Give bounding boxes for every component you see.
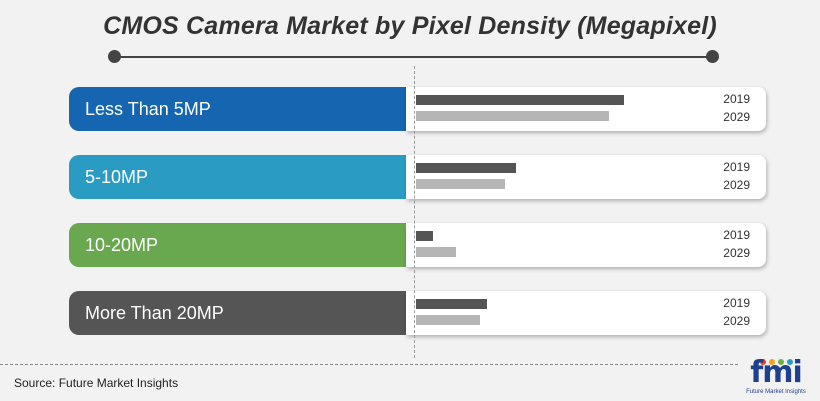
chart-row: 10-20MP 2019 2029 <box>0 223 820 269</box>
bar-panel: 2019 2029 <box>406 291 766 335</box>
title-underline-left-dot <box>108 50 121 63</box>
chart-title: CMOS Camera Market by Pixel Density (Meg… <box>103 12 717 40</box>
bar-2019 <box>416 163 516 173</box>
chart-row: Less Than 5MP 2019 2029 <box>0 87 820 133</box>
chart-row: 5-10MP 2019 2029 <box>0 155 820 201</box>
bar-2029 <box>416 111 610 121</box>
logo-dots <box>760 352 800 365</box>
category-label: 5-10MP <box>69 155 429 199</box>
series-label-2019: 2019 <box>723 160 750 174</box>
category-label: Less Than 5MP <box>69 87 429 131</box>
footer-divider <box>0 364 738 365</box>
title-underline-right-dot <box>706 50 719 63</box>
series-label-2029: 2029 <box>723 314 750 328</box>
source-note: Source: Future Market Insights <box>14 376 179 390</box>
series-label-2029: 2029 <box>723 110 750 124</box>
chart-row: More Than 20MP 2019 2029 <box>0 291 820 337</box>
series-label-2019: 2019 <box>723 228 750 242</box>
bar-2019 <box>416 231 433 241</box>
series-label-2029: 2029 <box>723 178 750 192</box>
bar-panel: 2019 2029 <box>406 87 766 131</box>
logo-subtitle: Future Market Insights <box>746 389 806 395</box>
bar-2029 <box>416 247 456 257</box>
bar-2019 <box>416 299 487 309</box>
category-label: 10-20MP <box>69 223 429 267</box>
logo-text: fmi <box>750 355 803 390</box>
title-underline <box>114 56 712 58</box>
fmi-logo: fmi Future Market Insights <box>740 352 812 398</box>
bar-2029 <box>416 179 506 189</box>
chart-axis-line <box>414 66 415 358</box>
series-label-2019: 2019 <box>723 296 750 310</box>
category-label: More Than 20MP <box>69 291 429 335</box>
bar-2029 <box>416 315 481 325</box>
bar-panel: 2019 2029 <box>406 223 766 267</box>
series-label-2029: 2029 <box>723 246 750 260</box>
bar-2019 <box>416 95 624 105</box>
series-label-2019: 2019 <box>723 92 750 106</box>
bar-panel: 2019 2029 <box>406 155 766 199</box>
